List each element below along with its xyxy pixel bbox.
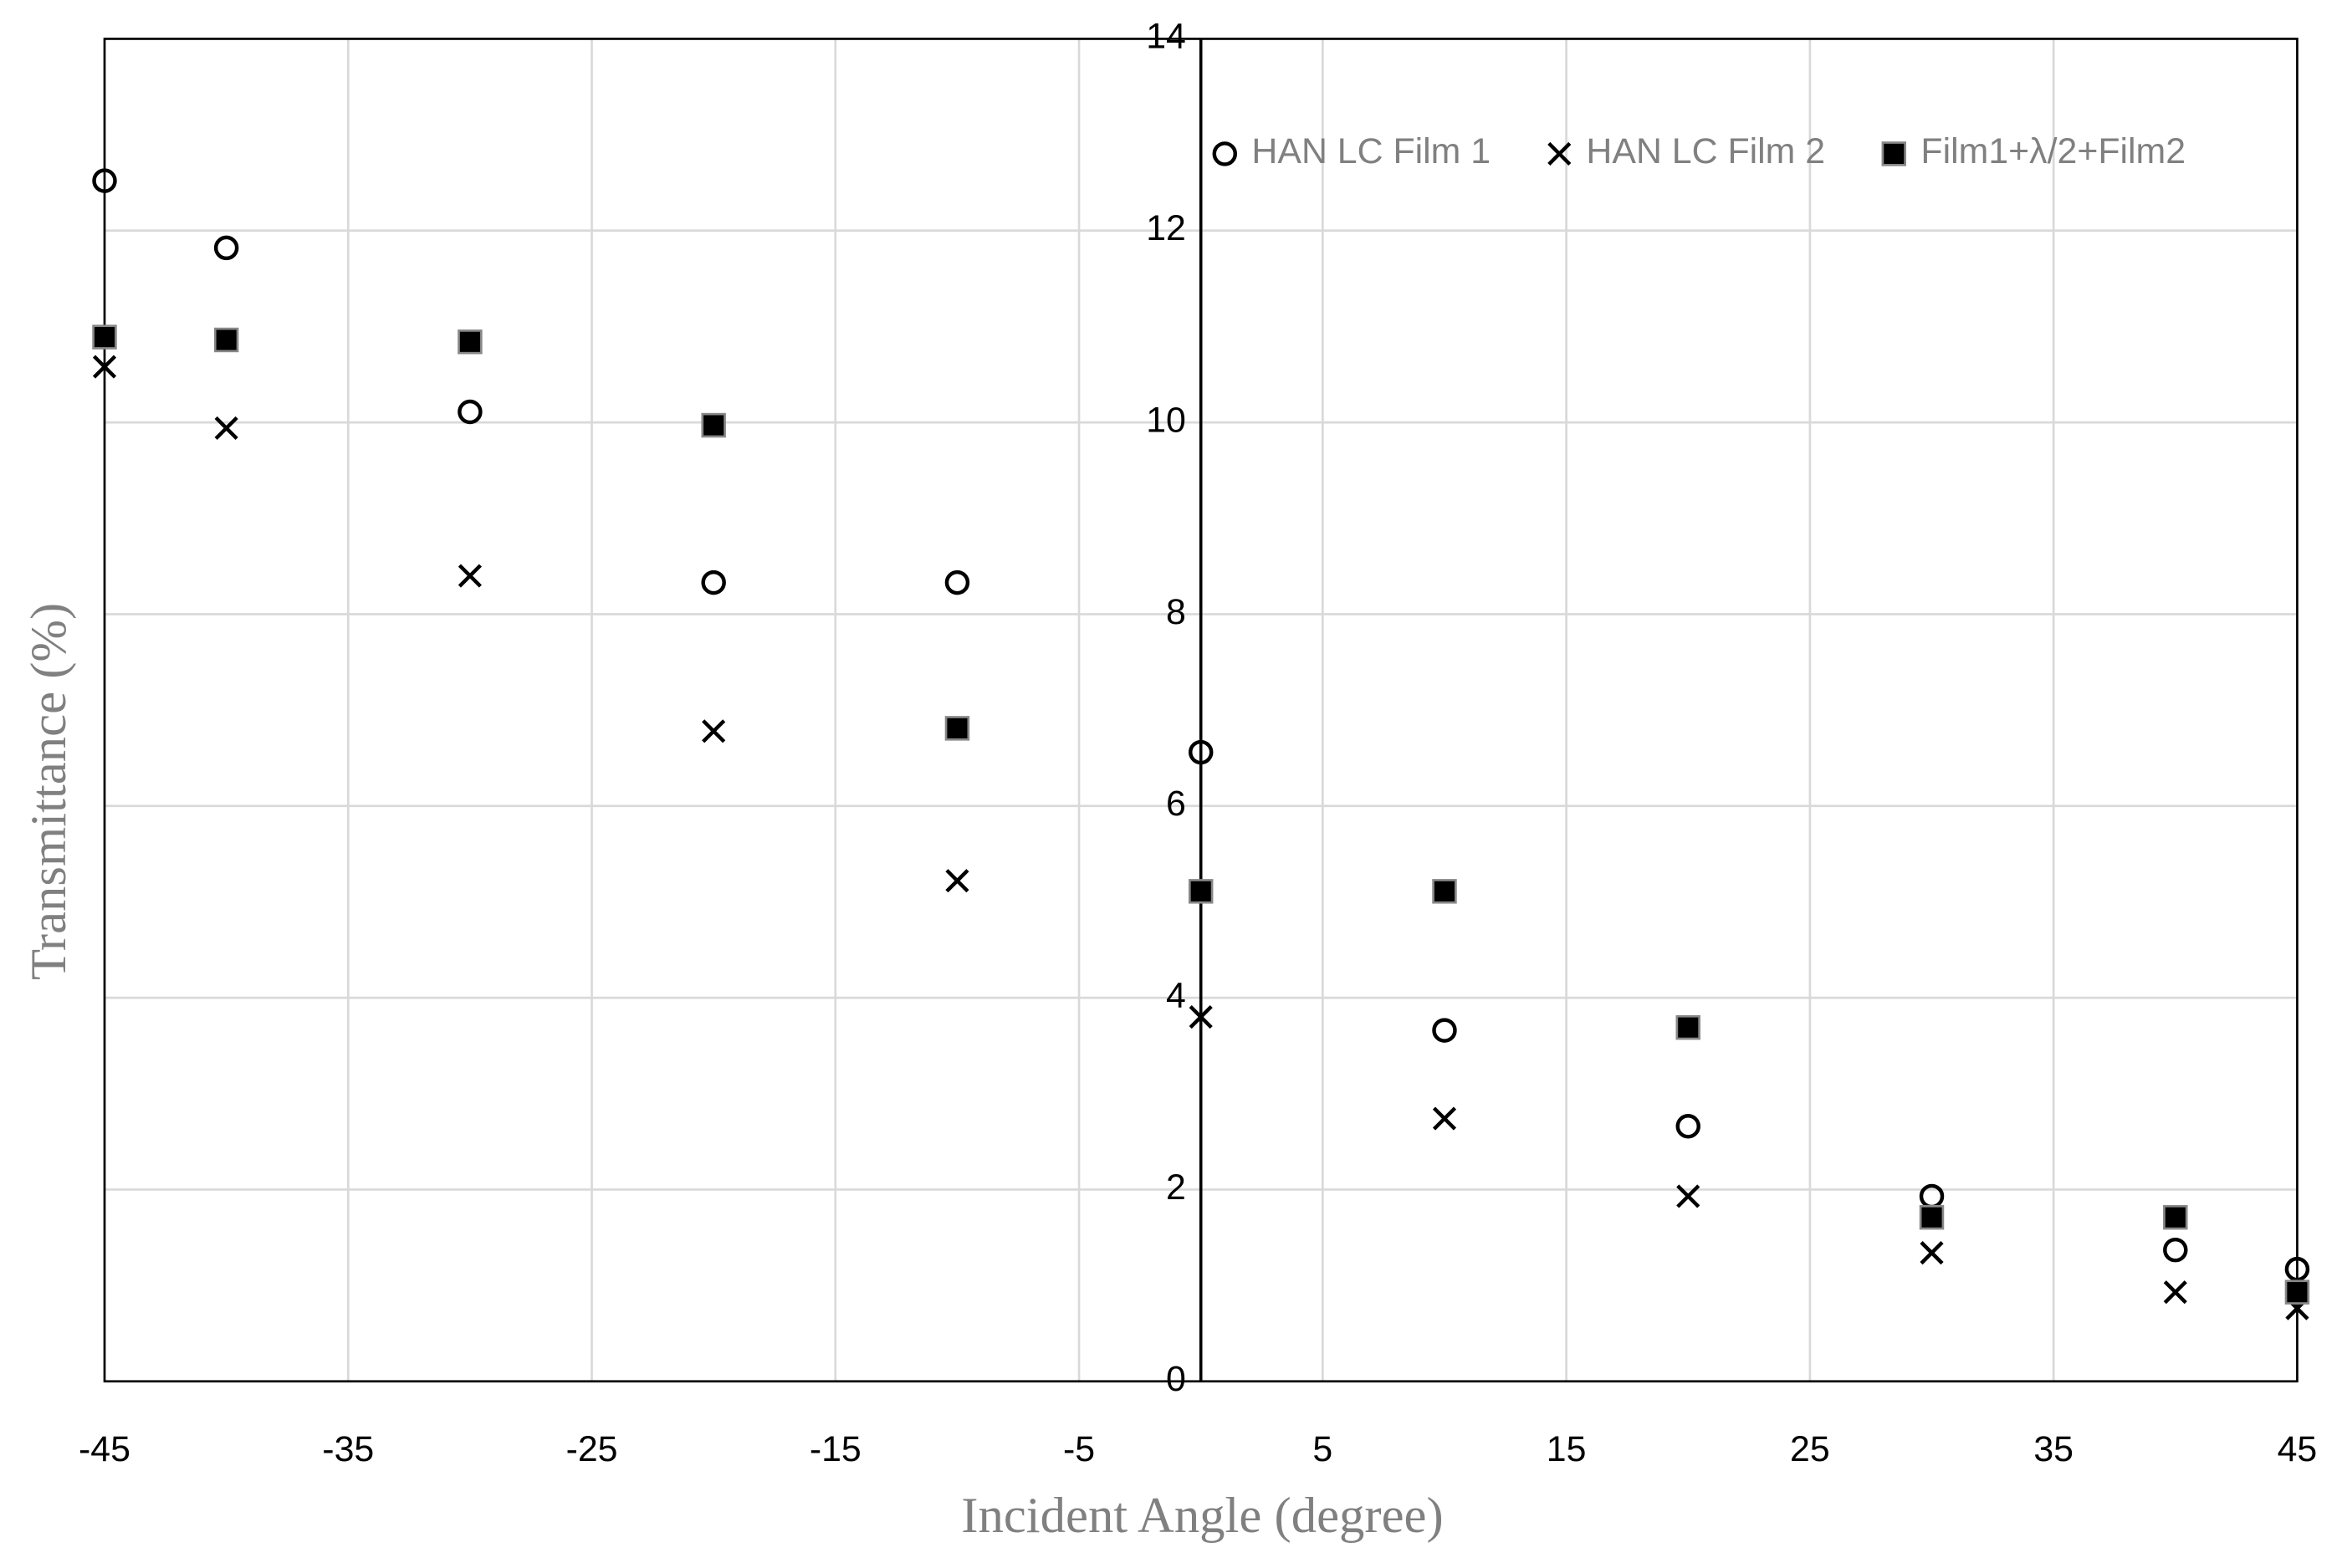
x-tick-label: 15 (1547, 1429, 1587, 1469)
x-tick-label: -5 (1063, 1429, 1095, 1469)
data-point (1188, 879, 1214, 904)
data-point (701, 412, 726, 438)
y-tick-label: 10 (1146, 400, 1186, 440)
y-tick-label: 0 (1166, 1359, 1186, 1399)
data-point (2163, 1237, 2188, 1263)
y-tick-label: 14 (1146, 17, 1186, 57)
data-point (701, 569, 726, 595)
legend-marker (1881, 141, 1907, 166)
data-point (92, 355, 117, 379)
data-point (944, 716, 970, 741)
data-point (2284, 1256, 2310, 1282)
x-tick-label: 25 (1790, 1429, 1830, 1469)
y-tick-label: 4 (1166, 975, 1186, 1015)
data-point (1432, 1018, 1457, 1043)
data-point (2284, 1279, 2310, 1305)
data-point (213, 327, 239, 353)
data-point (1432, 1106, 1457, 1131)
data-point (1432, 879, 1457, 904)
legend-label: Film1+λ/2+Film2 (1920, 131, 2186, 171)
data-point (92, 168, 117, 193)
data-point (945, 869, 969, 893)
x-tick-label: -25 (566, 1429, 618, 1469)
data-point (1675, 1114, 1700, 1139)
data-point (458, 564, 482, 588)
legend-marker (1547, 141, 1572, 166)
y-tick-label: 2 (1166, 1167, 1186, 1208)
y-tick-label: 12 (1146, 208, 1186, 248)
data-point (458, 399, 483, 425)
x-tick-label: -15 (810, 1429, 862, 1469)
legend-label: HAN LC Film 2 (1586, 131, 1825, 171)
data-point (944, 569, 970, 595)
x-tick-label: 5 (1312, 1429, 1332, 1469)
y-tick-label: 6 (1166, 784, 1186, 824)
data-point (702, 719, 726, 743)
data-point (2163, 1280, 2187, 1305)
data-point (1189, 1004, 1213, 1029)
legend-marker (1212, 141, 1238, 166)
data-point (1919, 1204, 1945, 1230)
data-point (1676, 1184, 1700, 1208)
x-tick-label: -45 (79, 1429, 130, 1469)
data-point (2163, 1204, 2188, 1230)
data-point (214, 416, 238, 441)
data-point (1920, 1241, 1944, 1265)
x-tick-label: -35 (322, 1429, 374, 1469)
y-tick-label: 8 (1166, 592, 1186, 632)
data-point (1675, 1014, 1700, 1040)
x-tick-label: 45 (2278, 1429, 2318, 1469)
y-axis-title: Transmittance (%) (21, 603, 77, 980)
data-point (458, 329, 483, 355)
x-axis-title: Incident Angle (degree) (961, 1488, 1443, 1544)
x-tick-label: 35 (2033, 1429, 2074, 1469)
legend-label: HAN LC Film 1 (1251, 131, 1491, 171)
data-point (1188, 739, 1214, 765)
data-point (92, 324, 117, 350)
data-point (213, 235, 239, 261)
